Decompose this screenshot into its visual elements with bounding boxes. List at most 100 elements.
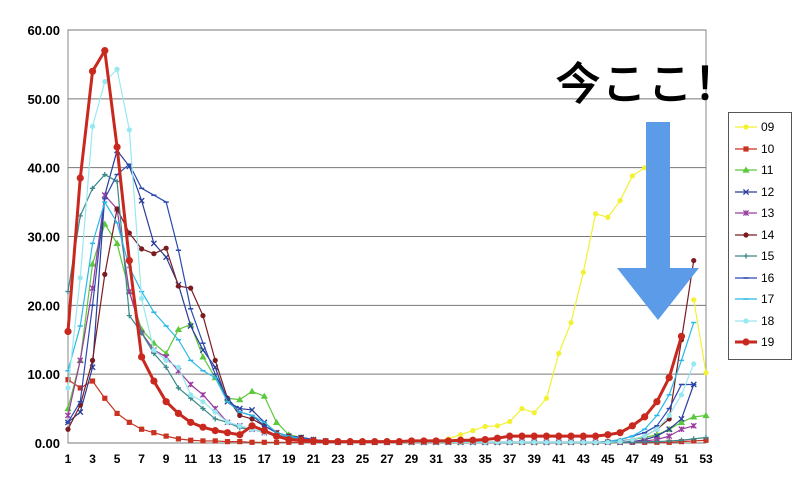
data-point xyxy=(200,399,206,405)
data-point xyxy=(113,143,121,151)
data-point xyxy=(605,439,611,445)
data-point xyxy=(199,353,207,360)
data-point xyxy=(163,364,169,370)
data-point xyxy=(677,332,686,340)
data-point xyxy=(358,438,367,446)
data-point xyxy=(77,385,83,391)
data-point xyxy=(580,269,586,275)
x-tick-label: 25 xyxy=(356,452,370,466)
legend-label: 15 xyxy=(761,249,775,263)
legend-item-16: 16 xyxy=(729,268,791,290)
legend-label: 13 xyxy=(761,206,775,220)
legend-label: 11 xyxy=(761,163,774,177)
data-point xyxy=(151,347,157,353)
data-point xyxy=(114,410,120,417)
data-point xyxy=(211,427,219,435)
series-lines xyxy=(64,47,710,446)
data-point xyxy=(163,433,169,439)
data-point xyxy=(261,439,267,445)
data-point xyxy=(126,419,132,425)
data-point xyxy=(187,381,194,388)
data-point xyxy=(89,378,96,384)
data-point xyxy=(65,385,71,391)
data-point xyxy=(248,387,256,394)
data-point xyxy=(89,123,96,129)
data-point xyxy=(458,432,464,438)
legend-swatch xyxy=(735,298,757,300)
data-point xyxy=(568,319,574,326)
x-tick-label: 51 xyxy=(675,452,689,466)
y-tick-label: 10.00 xyxy=(27,367,60,382)
data-point xyxy=(678,437,685,443)
data-point xyxy=(162,398,170,406)
y-tick-label: 60.00 xyxy=(27,23,60,38)
data-point xyxy=(567,432,575,440)
legend-swatch xyxy=(735,338,757,346)
data-point xyxy=(556,350,562,357)
x-tick-label: 49 xyxy=(650,452,664,466)
x-tick-label: 33 xyxy=(454,452,468,466)
data-point xyxy=(470,428,476,434)
legend-item-15: 15 xyxy=(729,246,791,268)
data-point xyxy=(568,439,574,445)
data-point xyxy=(666,426,673,433)
data-point xyxy=(188,437,194,443)
callout-text: 今ここ！ xyxy=(556,59,740,110)
x-tick-label: 39 xyxy=(528,452,542,466)
data-point xyxy=(519,439,525,445)
x-tick-label: 3 xyxy=(89,452,96,466)
x-tick-label: 15 xyxy=(233,452,247,466)
data-point xyxy=(187,418,195,426)
legend-swatch xyxy=(735,231,757,238)
data-point xyxy=(89,185,96,191)
x-tick-label: 27 xyxy=(380,452,394,466)
legend-label: 10 xyxy=(761,141,775,156)
data-point xyxy=(150,377,158,385)
data-point xyxy=(212,416,218,422)
data-point xyxy=(260,427,268,435)
data-point xyxy=(175,385,182,391)
data-point xyxy=(114,66,120,72)
data-point xyxy=(138,197,145,204)
legend: 09 10 11 12 13 14 15 16 17 18 19 xyxy=(728,112,792,360)
data-point xyxy=(617,198,623,204)
data-point xyxy=(175,283,182,289)
data-point xyxy=(260,392,268,399)
legend-swatch xyxy=(735,145,757,152)
data-point xyxy=(138,353,146,361)
data-point xyxy=(420,437,428,445)
data-point xyxy=(395,438,403,446)
legend-label: 17 xyxy=(761,292,775,306)
data-point xyxy=(469,436,477,444)
data-point xyxy=(629,436,635,443)
data-point xyxy=(407,437,416,445)
data-point xyxy=(237,412,243,419)
y-tick-label: 20.00 xyxy=(27,298,60,313)
data-point xyxy=(65,426,71,432)
data-point xyxy=(371,438,379,446)
data-point xyxy=(150,240,157,247)
legend-label: 16 xyxy=(761,270,775,285)
data-point xyxy=(272,432,281,440)
data-point xyxy=(579,432,587,440)
data-point xyxy=(248,406,256,414)
data-point xyxy=(690,413,698,420)
data-point xyxy=(383,438,391,446)
data-point xyxy=(77,275,83,281)
data-point xyxy=(88,67,97,75)
x-tick-label: 19 xyxy=(282,452,296,466)
data-point xyxy=(126,313,132,319)
data-point xyxy=(691,297,697,303)
data-point xyxy=(691,436,697,442)
x-tick-label: 9 xyxy=(163,452,170,466)
legend-item-13: 13 xyxy=(729,203,791,225)
data-point xyxy=(76,174,84,182)
data-point xyxy=(236,396,244,403)
data-point xyxy=(200,405,206,412)
series-19 xyxy=(64,47,686,446)
data-point xyxy=(742,188,750,195)
data-point xyxy=(743,231,749,238)
data-point xyxy=(224,419,231,425)
data-point xyxy=(237,439,243,445)
